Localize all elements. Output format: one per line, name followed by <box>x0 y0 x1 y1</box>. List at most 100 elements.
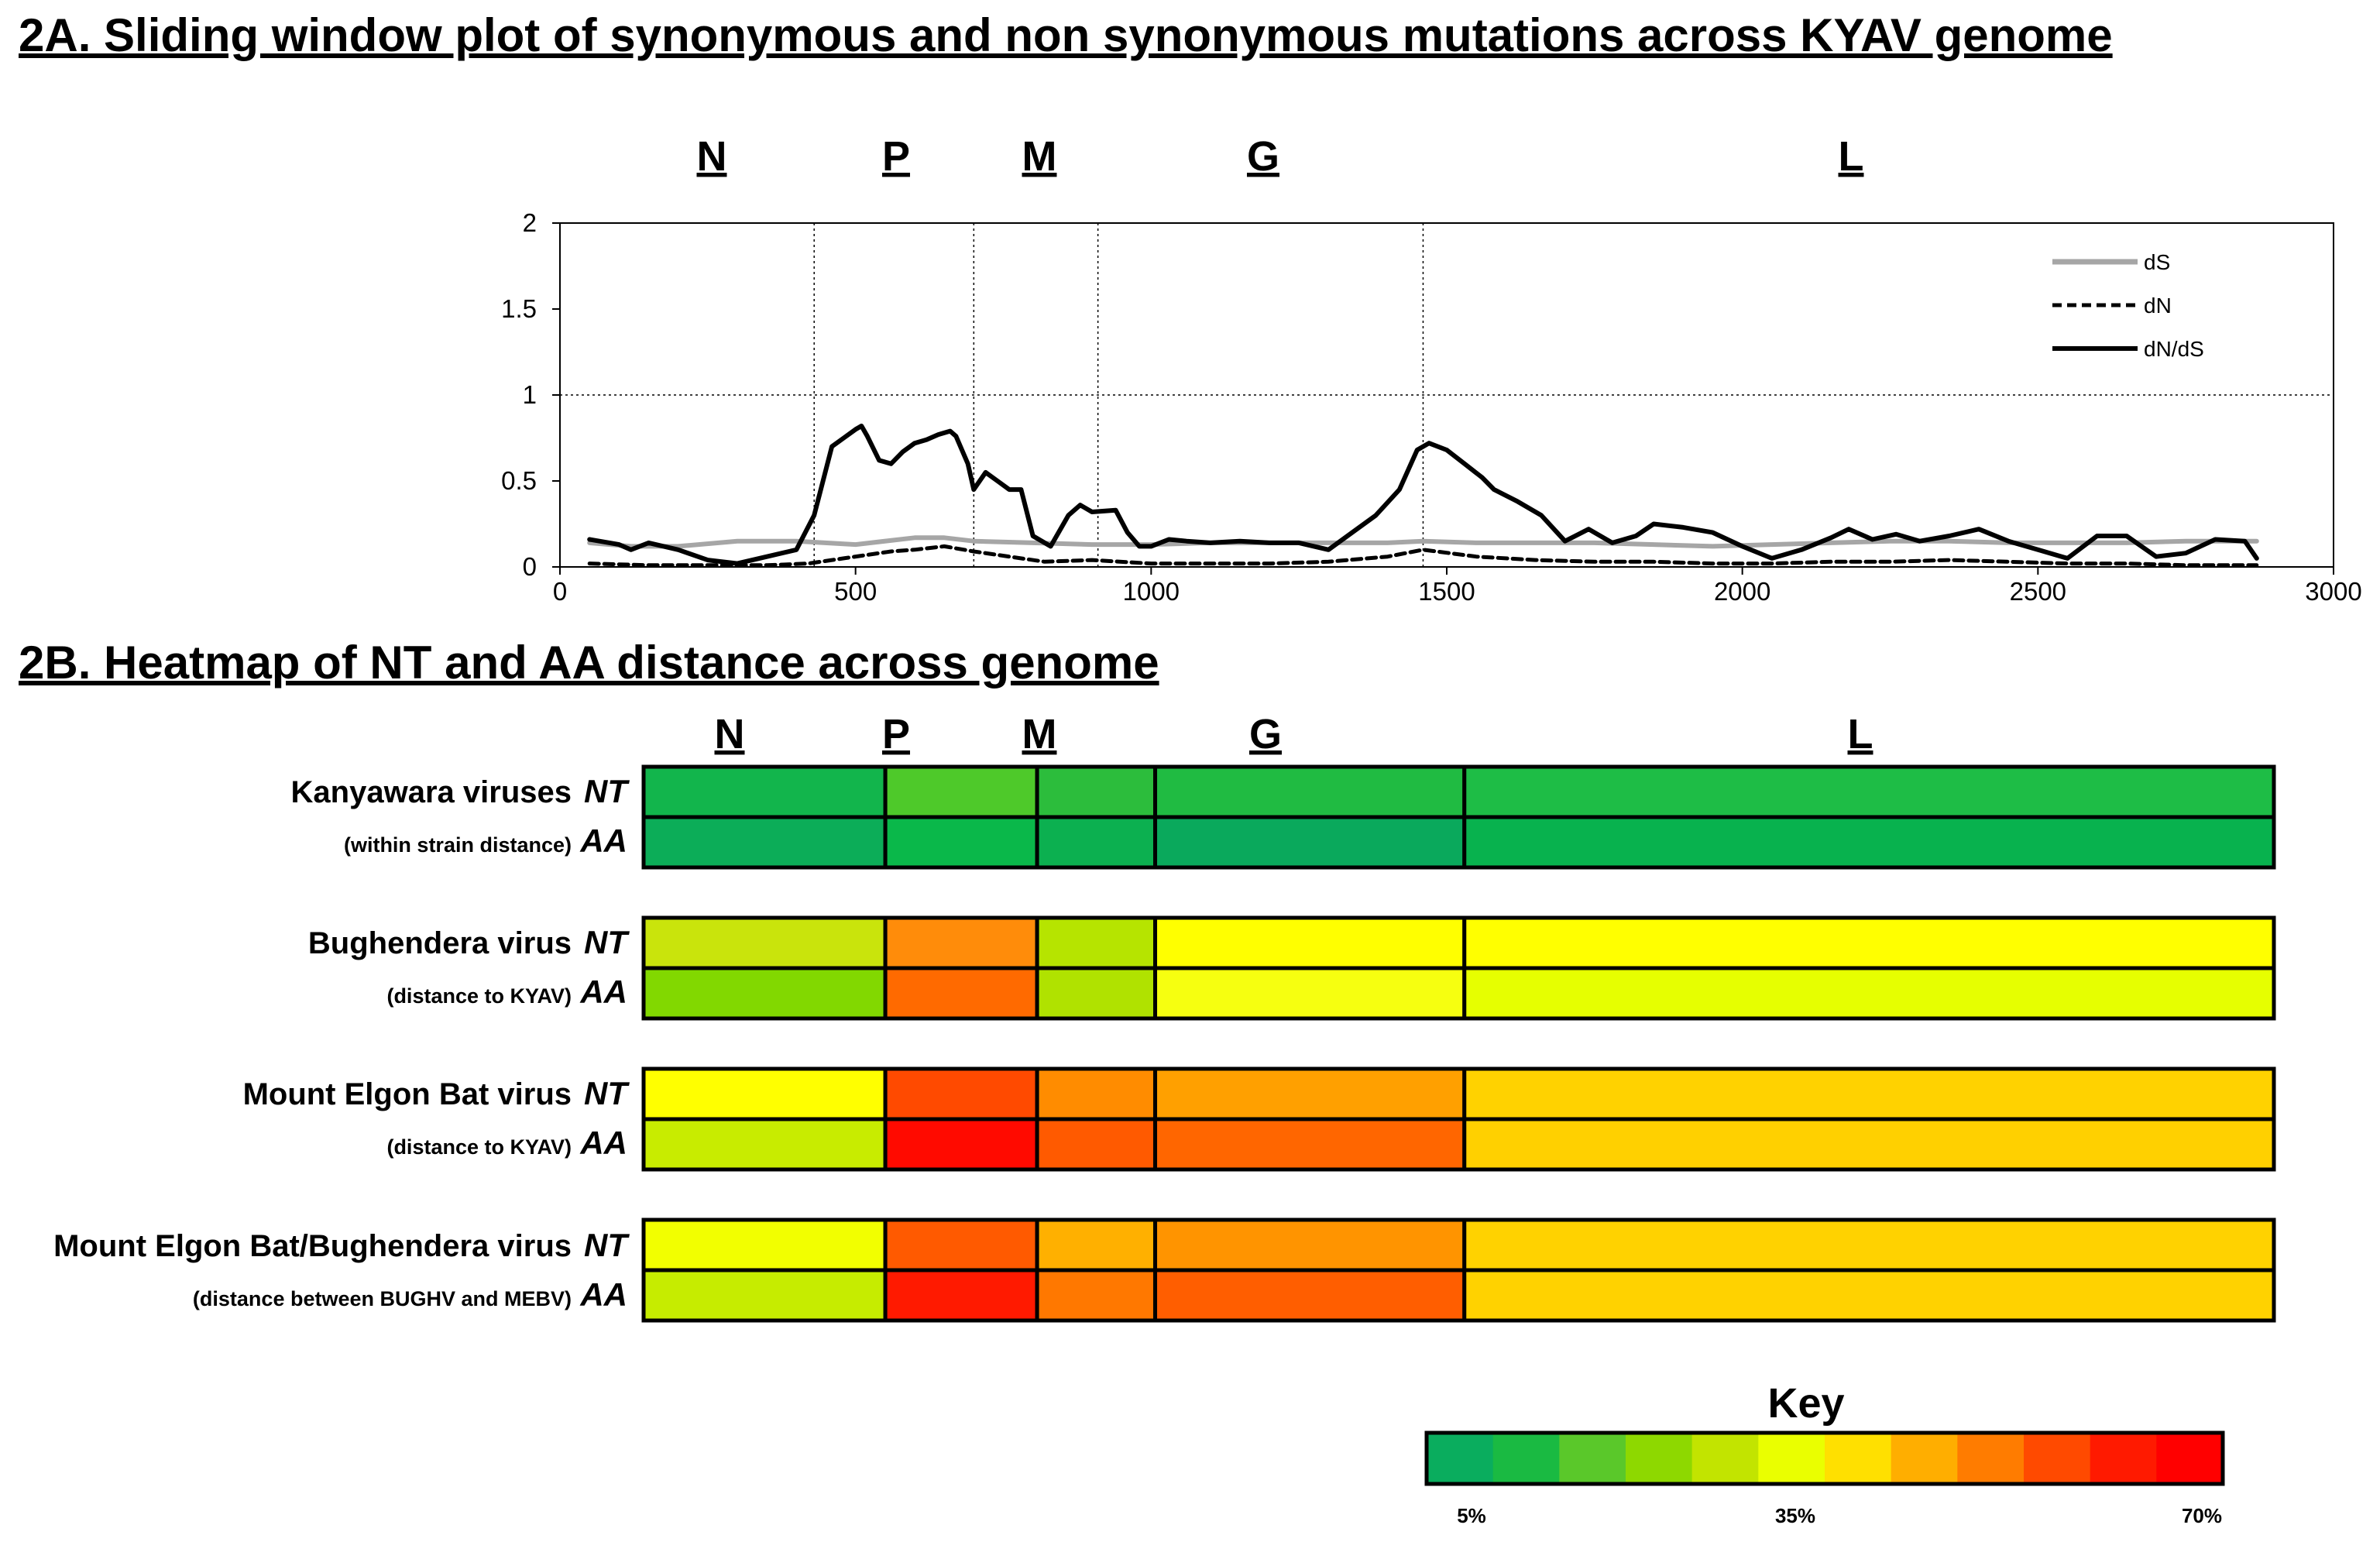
heatmap-cell-l-nt <box>1462 1217 2276 1272</box>
heatmap-cell-m-nt <box>1035 1066 1158 1121</box>
heatmap-cell-l-aa <box>1462 815 2276 870</box>
heatmap-cell-m-aa <box>1035 1117 1158 1172</box>
key-label-mid: 35% <box>1775 1504 1815 1527</box>
heatmap-cell-g-aa <box>1153 1268 1467 1323</box>
heatmap-cell-l-aa <box>1462 966 2276 1021</box>
y-tick-label: 1 <box>523 380 537 409</box>
gene-label-l: L <box>1848 711 1873 757</box>
row-label-nt: NT <box>584 1075 630 1111</box>
y-tick-label: 2 <box>523 208 537 237</box>
heatmap-cell-m-aa <box>1035 815 1158 870</box>
heatmap-cell-n-nt <box>641 764 888 819</box>
key-swatch <box>2024 1433 2091 1484</box>
heatmap-cell-n-aa <box>641 1268 888 1323</box>
heatmap-cell-g-aa <box>1153 1117 1467 1172</box>
group-subtitle: (distance to KYAV) <box>386 984 572 1008</box>
group-name: Mount Elgon Bat virus <box>243 1077 572 1111</box>
gene-label-g-top: G <box>1247 133 1279 180</box>
x-tick-label: 1000 <box>1123 577 1180 606</box>
key-swatch <box>1626 1433 1693 1484</box>
heatmap-cell-l-nt <box>1462 1066 2276 1121</box>
heatmap-cell-n-aa <box>641 815 888 870</box>
row-label-nt: NT <box>584 1227 630 1263</box>
x-tick-label: 3000 <box>2305 577 2361 606</box>
row-label-aa: AA <box>579 1276 627 1313</box>
series-line-dnds <box>587 424 2259 566</box>
heatmap-cell-n-nt <box>641 1066 888 1121</box>
gene-label-n: N <box>715 711 745 757</box>
heatmap-cell-m-nt <box>1035 1217 1158 1272</box>
key-label-low: 5% <box>1457 1504 1486 1527</box>
group-subtitle: (distance to KYAV) <box>386 1135 572 1159</box>
key-swatch <box>1492 1433 1560 1484</box>
key-swatch <box>1891 1433 1958 1484</box>
group-name: Kanyawara viruses <box>291 775 572 809</box>
legend-label-dnds: dN/dS <box>2144 337 2204 361</box>
heatmap-cell-m-aa <box>1035 966 1158 1021</box>
key-swatch <box>1559 1433 1626 1484</box>
key-swatch <box>1957 1433 2025 1484</box>
heatmap-cell-p-aa <box>883 1117 1039 1172</box>
key-swatch <box>1825 1433 1892 1484</box>
heatmap-cell-p-nt <box>883 915 1039 970</box>
gene-label-g: G <box>1249 711 1282 757</box>
plot-2a: N P M G L 0 0.5 1 1.5 2 0 500 1000 1500 … <box>501 133 2362 606</box>
key-swatch <box>1691 1433 1759 1484</box>
x-tick-label: 500 <box>834 577 877 606</box>
y-tick-label: 1.5 <box>501 294 537 323</box>
heatmap-cell-p-aa <box>883 966 1039 1021</box>
panel-2a-title: 2A. Sliding window plot of synonymous an… <box>19 9 2113 61</box>
gene-label-m: M <box>1022 711 1057 757</box>
series-line-ds <box>587 535 2259 549</box>
heatmap-cell-l-nt <box>1462 915 2276 970</box>
x-tick-label: 0 <box>553 577 567 606</box>
y-tick-label: 0 <box>523 552 537 581</box>
x-tick-label: 2500 <box>2010 577 2066 606</box>
heatmap-cell-n-nt <box>641 1217 888 1272</box>
heatmap-cell-m-aa <box>1035 1268 1158 1323</box>
heatmap-cell-m-nt <box>1035 764 1158 819</box>
group-subtitle: (distance between BUGHV and MEBV) <box>193 1287 572 1310</box>
heatmap-cell-p-nt <box>883 764 1039 819</box>
row-label-aa: AA <box>579 823 627 859</box>
x-tick-label: 1500 <box>1418 577 1475 606</box>
key-swatch <box>2156 1433 2224 1484</box>
heatmap-cell-g-nt <box>1153 764 1467 819</box>
heatmap-cell-n-aa <box>641 1117 888 1172</box>
row-label-nt: NT <box>584 924 630 960</box>
heatmap-cell-l-aa <box>1462 1117 2276 1172</box>
heatmap-cells <box>641 764 2276 1323</box>
x-tick-label: 2000 <box>1714 577 1770 606</box>
heatmap-cell-m-nt <box>1035 915 1158 970</box>
legend-label-dn: dN <box>2144 294 2172 318</box>
y-tick-label: 0.5 <box>501 466 537 495</box>
legend-label-ds: dS <box>2144 250 2170 274</box>
heatmap-2b: N P M G L Kanyawara viruses NT (within s… <box>53 711 2276 1527</box>
heatmap-cell-n-nt <box>641 915 888 970</box>
key-title: Key <box>1767 1380 1844 1427</box>
key-color-scale <box>1424 1430 2225 1486</box>
y-axis: 0 0.5 1 1.5 2 <box>501 208 560 581</box>
key-swatch <box>1427 1433 1494 1484</box>
heatmap-cell-g-nt <box>1153 915 1467 970</box>
plot-frame <box>559 222 2334 568</box>
panel-2b-title: 2B. Heatmap of NT and AA distance across… <box>19 637 1159 689</box>
gene-label-n-top: N <box>697 133 727 180</box>
group-name: Mount Elgon Bat/Bughendera virus <box>53 1229 572 1263</box>
heatmap-cell-g-nt <box>1153 1217 1467 1272</box>
heatmap-cell-g-nt <box>1153 1066 1467 1121</box>
heatmap-cell-l-nt <box>1462 764 2276 819</box>
heatmap-cell-p-nt <box>883 1066 1039 1121</box>
x-axis: 0 500 1000 1500 2000 2500 3000 <box>553 567 2362 606</box>
heatmap-cell-p-aa <box>883 815 1039 870</box>
key-label-high: 70% <box>2182 1504 2222 1527</box>
row-label-aa: AA <box>579 974 627 1010</box>
heatmap-cell-g-aa <box>1153 966 1467 1021</box>
group-subtitle: (within strain distance) <box>344 833 572 857</box>
series-lines <box>587 424 2259 568</box>
gene-label-l-top: L <box>1839 133 1864 180</box>
series-line-dn <box>587 544 2259 568</box>
heatmap-cell-p-nt <box>883 1217 1039 1272</box>
legend: dS dN dN/dS <box>2052 250 2204 361</box>
heatmap-cell-l-aa <box>1462 1268 2276 1323</box>
